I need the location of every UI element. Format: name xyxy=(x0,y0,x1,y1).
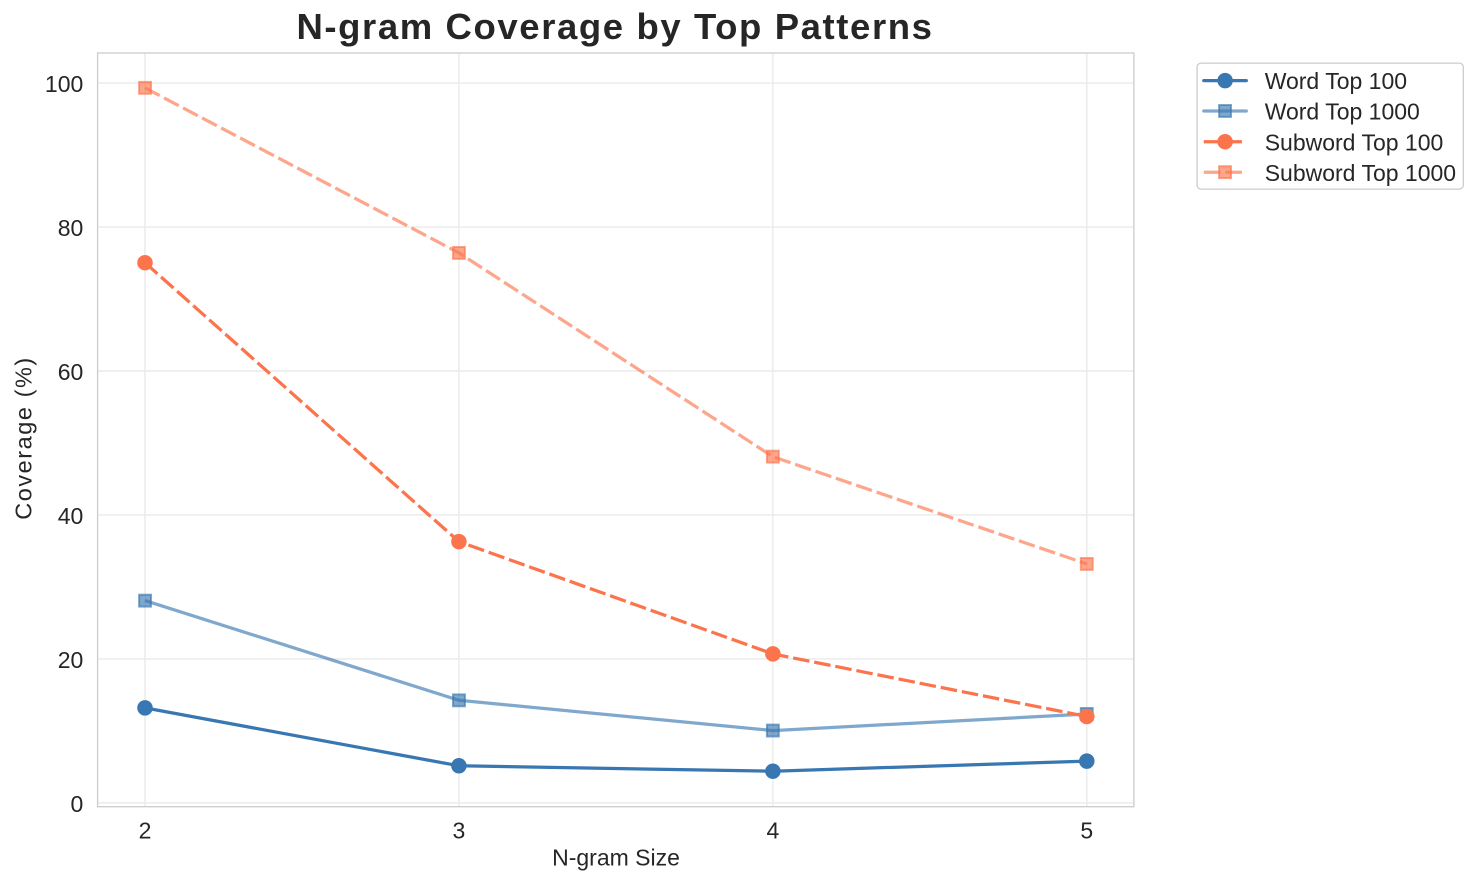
svg-text:Subword Top 1000: Subword Top 1000 xyxy=(1265,160,1456,186)
svg-text:20: 20 xyxy=(58,647,84,673)
svg-text:100: 100 xyxy=(45,71,83,97)
svg-text:5: 5 xyxy=(1080,818,1093,844)
svg-text:N-gram Coverage by Top Pattern: N-gram Coverage by Top Patterns xyxy=(296,6,933,47)
svg-text:Word Top 100: Word Top 100 xyxy=(1265,68,1407,94)
svg-text:0: 0 xyxy=(71,791,84,817)
svg-text:Coverage (%): Coverage (%) xyxy=(11,356,37,520)
svg-text:Word Top 1000: Word Top 1000 xyxy=(1265,99,1420,125)
svg-text:80: 80 xyxy=(58,215,84,241)
svg-text:Subword Top 100: Subword Top 100 xyxy=(1265,129,1444,155)
svg-text:40: 40 xyxy=(58,503,84,529)
svg-text:4: 4 xyxy=(767,818,780,844)
svg-text:3: 3 xyxy=(453,818,466,844)
svg-text:N-gram Size: N-gram Size xyxy=(552,845,680,871)
svg-text:2: 2 xyxy=(139,818,152,844)
svg-text:60: 60 xyxy=(58,359,84,385)
